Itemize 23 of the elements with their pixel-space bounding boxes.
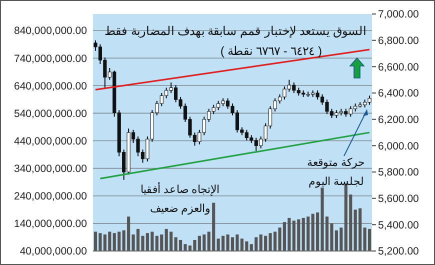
- y-tick-label: 640,000,000.00: [14, 80, 88, 92]
- text: ( ٦٤٢٤ - ٦٧٦٧ نقطة ): [220, 44, 322, 58]
- y2-tick-label: 7,000.00: [378, 8, 420, 21]
- annotation: الإتجاه صاعد أفقيا والعزم ضعيف: [140, 182, 220, 215]
- y2-tick-label: 6,400.00: [378, 88, 420, 100]
- text: السوق يستعد لإختبار قمم سابقة بهدف المضاربة فقط: [104, 24, 366, 39]
- y2-tick-label: 5,600.00: [378, 193, 420, 206]
- y-tick-label: 740,000,000.00: [14, 52, 88, 65]
- annotation: حركة متوقعة لجلسة اليوم: [306, 157, 366, 188]
- y-tick-label: 840,000,000.00: [14, 25, 88, 38]
- y-tick-label: 140,000,000.00: [14, 218, 88, 230]
- y-tick-label: 440,000,000.00: [14, 135, 88, 148]
- y-tick-label: 340,000,000.00: [14, 163, 88, 175]
- y2-tick-label: 6,800.00: [378, 35, 420, 48]
- y2-tick-label: 5,200.00: [378, 246, 420, 258]
- y2-tick-label: 6,000.00: [378, 140, 420, 152]
- y-tick-label: 240,000,000.00: [14, 190, 88, 203]
- y2-tick-label: 6,200.00: [378, 114, 420, 126]
- y2-tick-label: 6,600.00: [378, 61, 420, 74]
- y-tick-label: 540,000,000.00: [14, 108, 88, 120]
- y-tick-label: 40,000,000.00: [20, 246, 88, 258]
- y2-tick-label: 5,400.00: [378, 219, 420, 232]
- y2-tick-label: 5,800.00: [378, 166, 420, 179]
